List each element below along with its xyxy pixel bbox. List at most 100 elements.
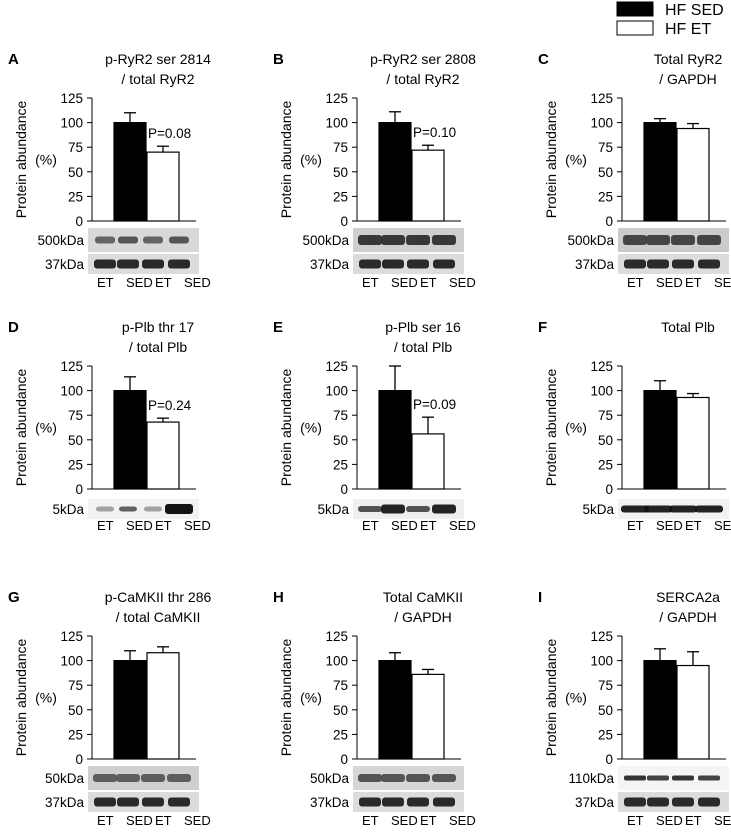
y-tick-label: 50 — [333, 433, 348, 448]
lane-label-et: ET — [420, 518, 437, 533]
blot-band — [94, 259, 116, 269]
lane-label-et: ET — [155, 275, 172, 290]
panel-title-line-2: / total CaMKII — [116, 609, 201, 625]
y-tick-label: 50 — [68, 703, 83, 718]
p-value-label: P=0.24 — [148, 398, 192, 413]
chart-panel-f: F Total Plb Protein abundance (%) 0 25 50 75 100… — [538, 319, 731, 533]
blot-band — [406, 506, 430, 512]
bar-hf-et — [146, 652, 180, 760]
y-tick-label: 75 — [68, 140, 83, 155]
panel-title-line-1: p-RyR2 ser 2808 — [370, 51, 476, 67]
lane-label-sed: SED — [391, 813, 418, 828]
blot-band — [647, 775, 669, 781]
blot-band — [432, 774, 456, 782]
y-tick-label: 0 — [605, 214, 613, 229]
y-tick-label: 0 — [605, 482, 613, 497]
blot-size-label: 500kDa — [567, 233, 614, 248]
y-tick-label: 0 — [75, 214, 83, 229]
y-axis-label: Protein abundance — [278, 101, 294, 219]
y-axis-unit: (%) — [300, 420, 322, 436]
y-tick-label: 25 — [333, 457, 348, 472]
chart-panel-i: I SERCA2a / GAPDH Protein abundance (%) 0 25 50… — [538, 589, 731, 828]
blot-band — [382, 259, 404, 269]
blot-band — [95, 236, 115, 244]
y-tick-label: 125 — [590, 359, 613, 374]
lane-label-sed: SED — [656, 813, 683, 828]
panel-letter: I — [538, 589, 542, 606]
lane-label-et: ET — [362, 275, 379, 290]
blot-size-label: 5kDa — [317, 502, 349, 517]
lane-label-sed: SED — [449, 813, 476, 828]
panel-title-line-2: / GAPDH — [659, 609, 717, 625]
blot-band — [624, 259, 646, 269]
y-tick-label: 100 — [590, 116, 613, 131]
y-tick-label: 100 — [60, 384, 83, 399]
blot-band — [407, 259, 429, 269]
y-tick-label: 75 — [68, 678, 83, 693]
blot-band — [118, 236, 138, 244]
y-tick-label: 125 — [60, 629, 83, 644]
blot-band — [406, 235, 430, 245]
blot-band — [168, 259, 190, 269]
panel-title-line-1: p-RyR2 ser 2814 — [105, 51, 211, 67]
y-tick-label: 25 — [68, 457, 83, 472]
bar-hf-et — [411, 149, 445, 222]
blot-size-label: 37kDa — [575, 257, 615, 272]
blot-band — [359, 797, 381, 807]
panel-letter: F — [538, 319, 547, 336]
blot-band — [647, 797, 669, 807]
blot-band — [381, 235, 405, 245]
lane-label-et: ET — [685, 813, 702, 828]
legend-swatch-hf-sed — [616, 1, 654, 17]
lane-label-sed: SED — [714, 813, 731, 828]
blot-band — [623, 235, 647, 245]
blot-band — [646, 235, 670, 245]
y-tick-label: 125 — [325, 359, 348, 374]
y-tick-label: 125 — [590, 629, 613, 644]
lane-label-sed: SED — [184, 275, 211, 290]
blot-band — [672, 259, 694, 269]
blot-band — [671, 235, 695, 245]
blot-band — [144, 506, 162, 512]
blot-size-label: 500kDa — [37, 233, 84, 248]
bar-hf-sed — [113, 389, 147, 490]
blot-band — [167, 774, 191, 782]
blot-band — [96, 506, 114, 512]
blot-band — [624, 797, 646, 807]
panel-title-line-2: / total Plb — [129, 339, 188, 355]
blot-band — [672, 775, 694, 781]
y-tick-label: 75 — [598, 678, 613, 693]
y-axis-unit: (%) — [300, 690, 322, 706]
blot-size-label: 37kDa — [310, 257, 350, 272]
lane-label-sed: SED — [449, 275, 476, 290]
y-axis-label: Protein abundance — [543, 639, 559, 757]
blot-band — [143, 236, 163, 244]
panel-letter: H — [273, 589, 284, 606]
blot-band — [698, 259, 720, 269]
bar-hf-sed — [643, 389, 677, 490]
y-tick-label: 25 — [333, 189, 348, 204]
blot-band — [93, 774, 117, 782]
y-tick-label: 75 — [68, 408, 83, 423]
y-tick-label: 25 — [68, 189, 83, 204]
bar-hf-sed — [113, 659, 147, 760]
y-tick-label: 25 — [598, 727, 613, 742]
blot-size-label: 110kDa — [568, 771, 614, 786]
blot-band — [169, 236, 189, 244]
lane-label-et: ET — [420, 813, 437, 828]
y-tick-label: 25 — [598, 457, 613, 472]
lane-label-et: ET — [420, 275, 437, 290]
y-tick-label: 0 — [340, 214, 348, 229]
p-value-label: P=0.08 — [148, 126, 191, 141]
panel-title-line-1: Total Plb — [661, 319, 715, 335]
bar-hf-et — [146, 151, 180, 222]
bar-hf-sed — [643, 659, 677, 760]
lane-label-sed: SED — [449, 518, 476, 533]
panel-letter: E — [273, 319, 283, 336]
y-axis-unit: (%) — [35, 152, 57, 168]
blot-band — [358, 506, 382, 512]
panel-title-line-2: / total RyR2 — [121, 71, 194, 87]
